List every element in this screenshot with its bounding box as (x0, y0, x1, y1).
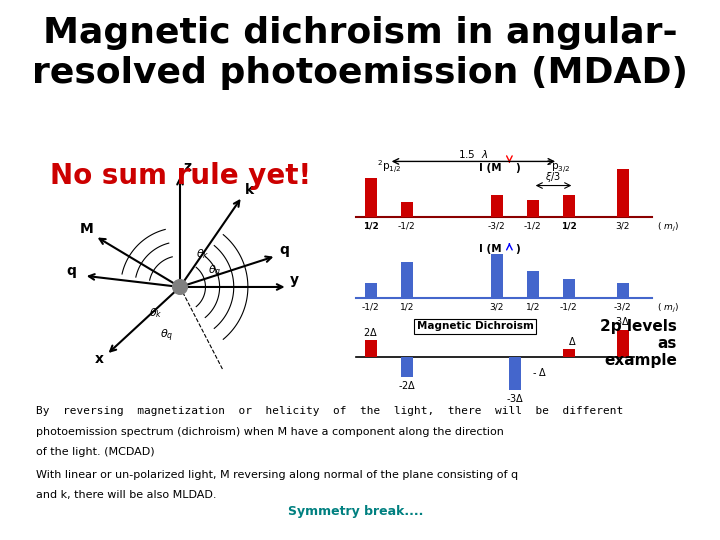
Text: No sum rule yet!: No sum rule yet! (50, 162, 312, 190)
Text: M: M (79, 222, 93, 236)
Text: -1/2: -1/2 (398, 221, 415, 230)
Bar (365, 341, 377, 357)
Bar (365, 178, 377, 217)
Bar (563, 279, 575, 298)
Text: -3/2: -3/2 (614, 302, 631, 311)
Text: and k, there will be also MLDAD.: and k, there will be also MLDAD. (36, 490, 217, 501)
Text: y: y (290, 273, 300, 287)
Text: I (M: I (M (479, 163, 501, 173)
Text: $\theta_k$: $\theta_k$ (196, 247, 210, 261)
Text: 2p levels
as
example: 2p levels as example (600, 319, 677, 368)
Bar (527, 271, 539, 298)
Text: x: x (95, 352, 104, 366)
Text: z: z (184, 160, 192, 174)
Bar (617, 284, 629, 298)
Text: With linear or un-polarized light, M reversing along normal of the plane consist: With linear or un-polarized light, M rev… (36, 470, 518, 480)
Text: q: q (67, 264, 77, 278)
Text: 1/2: 1/2 (561, 221, 577, 230)
Text: 1/2: 1/2 (400, 302, 414, 311)
Text: -3$\Delta$: -3$\Delta$ (505, 393, 524, 404)
Text: 3/2: 3/2 (616, 221, 630, 230)
Text: photoemission spectrum (dichroism) when M have a component along the direction: photoemission spectrum (dichroism) when … (36, 427, 504, 437)
Text: $\theta_q$: $\theta_q$ (208, 264, 222, 280)
Bar (563, 349, 575, 357)
Text: q: q (279, 243, 289, 257)
Text: ( $m_j$): ( $m_j$) (657, 221, 679, 234)
Bar (617, 168, 629, 217)
Text: -1/2: -1/2 (362, 302, 379, 311)
Text: 3/2: 3/2 (490, 302, 504, 311)
Text: $^2$p$_{3/2}$: $^2$p$_{3/2}$ (546, 158, 570, 175)
Bar (401, 262, 413, 298)
Text: 1/2: 1/2 (526, 302, 540, 311)
Text: $\theta_k$: $\theta_k$ (149, 306, 163, 320)
Text: -1/2: -1/2 (524, 221, 541, 230)
Text: $\theta_q$: $\theta_q$ (160, 327, 174, 343)
Text: -3/2: -3/2 (488, 221, 505, 230)
Bar (563, 195, 575, 217)
Text: 2$\Delta$: 2$\Delta$ (364, 326, 378, 338)
Text: k: k (245, 183, 254, 197)
Text: $\Delta$: $\Delta$ (568, 335, 577, 347)
Bar (509, 357, 521, 389)
Text: Magnetic Dichroism: Magnetic Dichroism (417, 321, 534, 332)
Text: ): ) (515, 244, 520, 254)
Bar (401, 357, 413, 377)
Text: -2$\Delta$: -2$\Delta$ (397, 380, 416, 392)
Bar (527, 200, 539, 217)
Circle shape (173, 280, 187, 294)
Text: 1/2: 1/2 (363, 221, 379, 230)
Text: - $\Delta$: - $\Delta$ (532, 366, 548, 378)
Bar (491, 254, 503, 298)
Text: ( $m_j$): ( $m_j$) (657, 302, 679, 315)
Text: 1.5  $\lambda$: 1.5 $\lambda$ (459, 148, 488, 160)
Text: I (M: I (M (479, 244, 501, 254)
Text: $^2$p$_{1/2}$: $^2$p$_{1/2}$ (377, 158, 401, 175)
Text: Symmetry break....: Symmetry break.... (288, 505, 423, 518)
Text: 3$\Delta$: 3$\Delta$ (616, 315, 630, 327)
Bar (365, 284, 377, 298)
Text: ): ) (515, 163, 520, 173)
Text: -1/2: -1/2 (560, 302, 577, 311)
Text: By  reversing  magnetization  or  helicity  of  the  light,  there  will  be  di: By reversing magnetization or helicity o… (36, 406, 624, 416)
Bar (491, 195, 503, 217)
Bar (617, 329, 629, 357)
Text: of the light. (MCDAD): of the light. (MCDAD) (36, 447, 155, 457)
Bar (401, 202, 413, 217)
Text: Magnetic dichroism in angular-
resolved photoemission (MDAD): Magnetic dichroism in angular- resolved … (32, 16, 688, 90)
Text: $\xi$/3: $\xi$/3 (545, 170, 562, 184)
